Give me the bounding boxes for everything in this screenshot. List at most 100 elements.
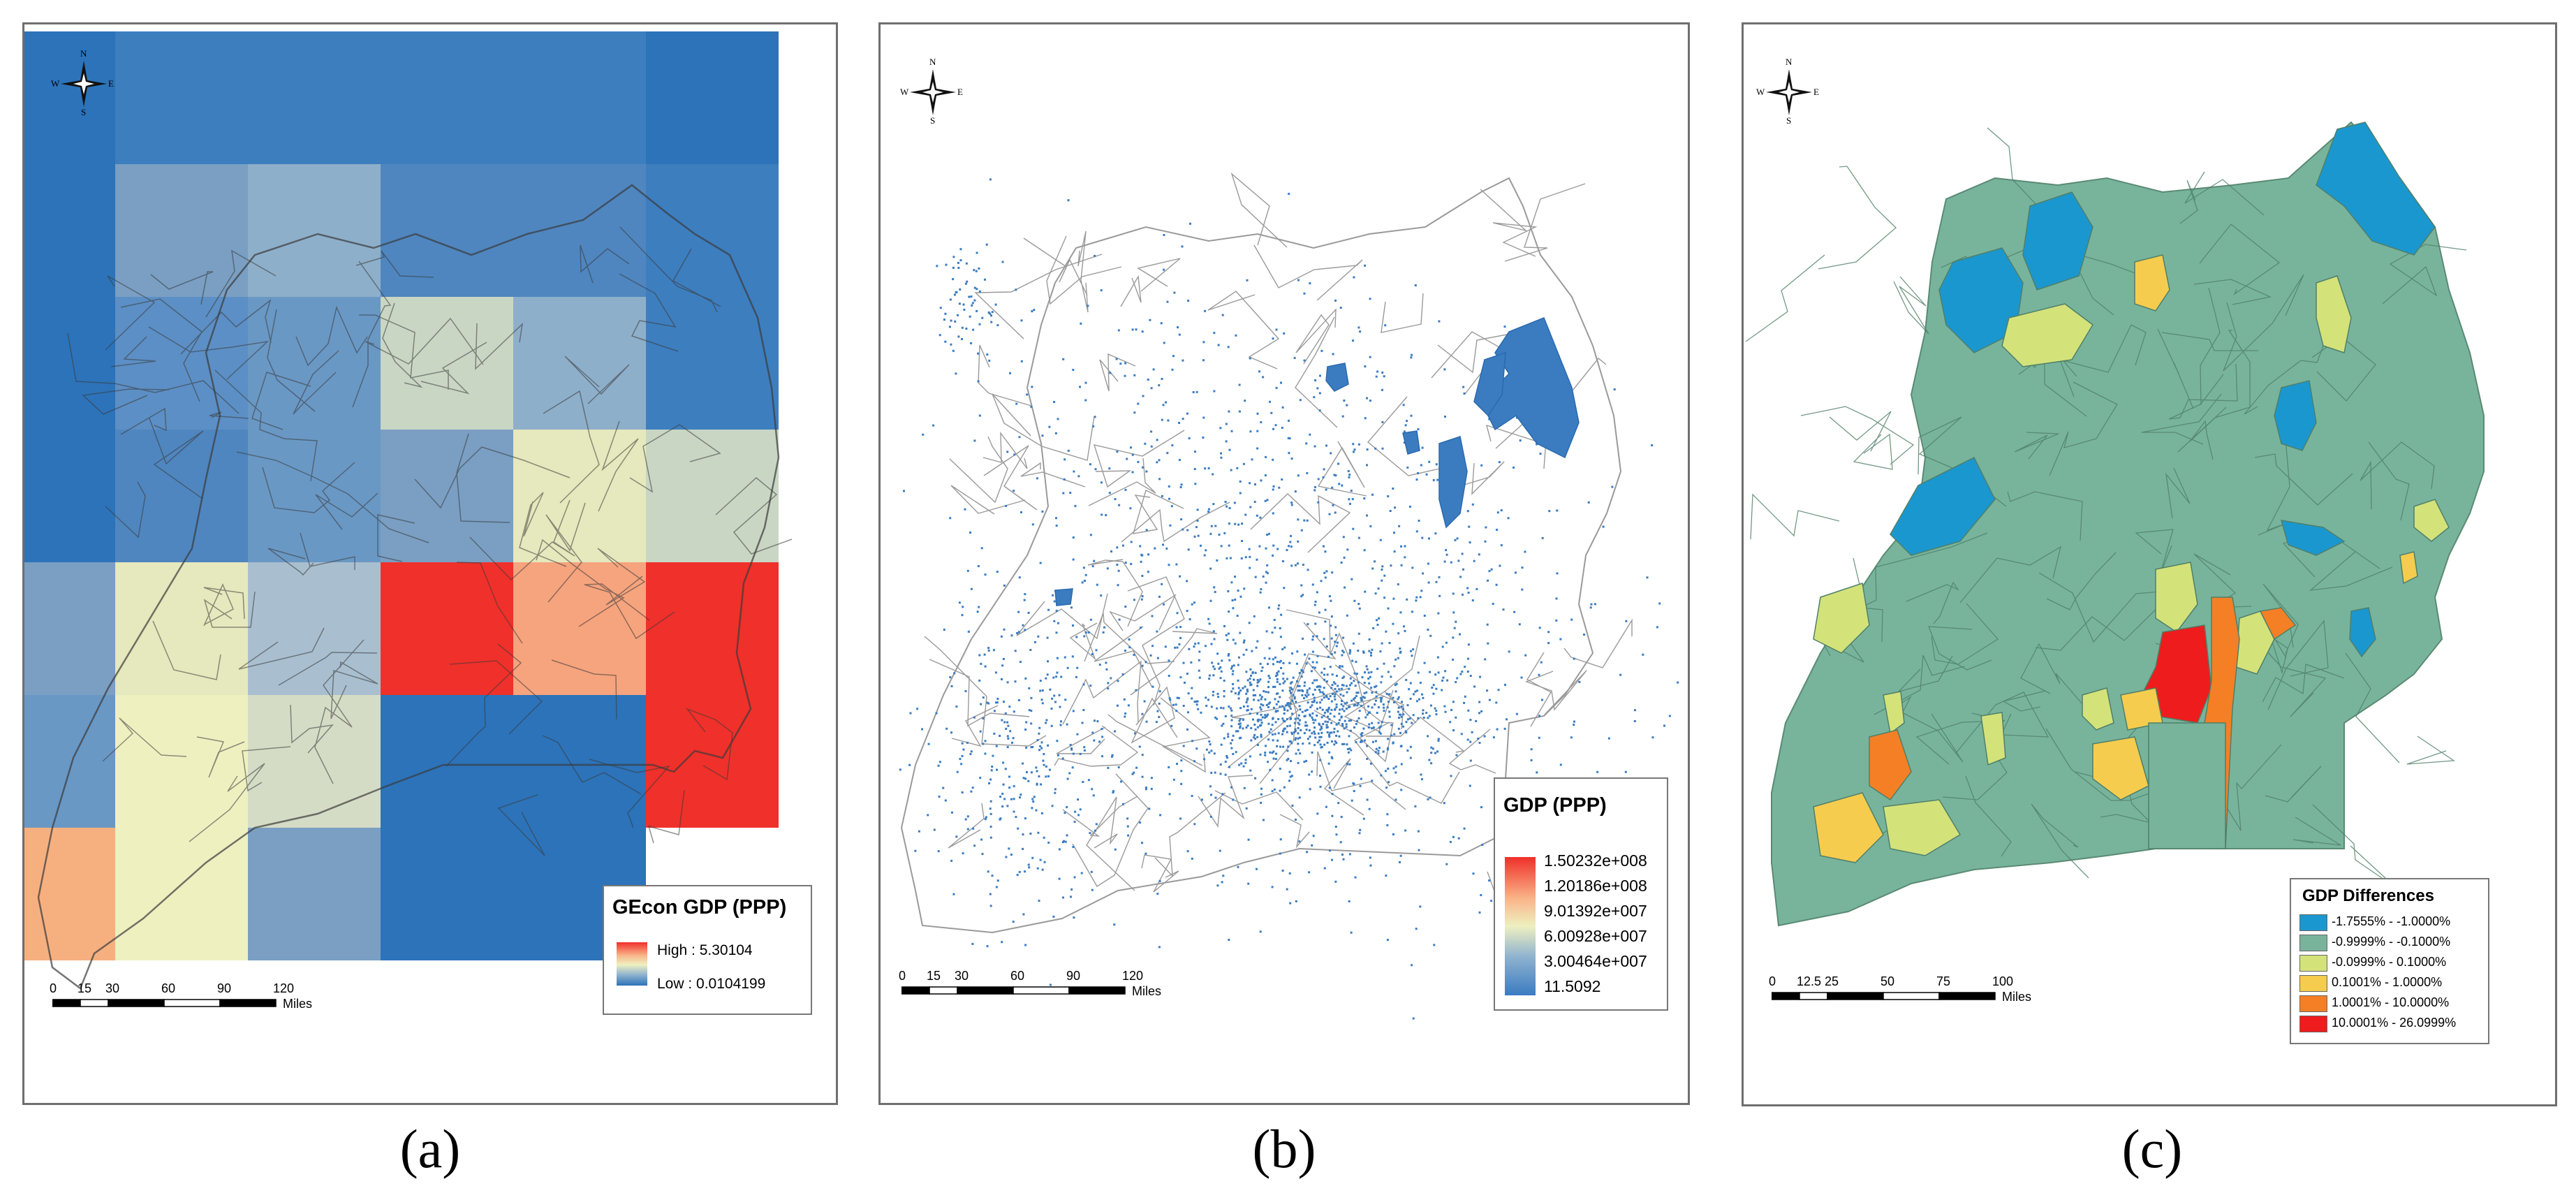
gdp-point <box>1015 288 1017 291</box>
gdp-point <box>1221 881 1223 884</box>
gdp-point <box>1018 576 1021 579</box>
gdp-point <box>1227 632 1230 635</box>
district-boundary <box>315 492 378 530</box>
gdp-point <box>1383 710 1385 712</box>
gdp-point <box>1169 698 1172 701</box>
gdp-point <box>1186 529 1189 532</box>
gdp-point <box>1172 355 1175 358</box>
gdp-point <box>1193 823 1196 826</box>
district-boundary <box>2038 572 2161 643</box>
gdp-point <box>1309 715 1311 717</box>
gdp-point <box>1121 673 1124 675</box>
gdp-point <box>1397 706 1400 709</box>
gdp-point <box>1260 793 1263 796</box>
gdp-point <box>1251 650 1253 652</box>
gdp-point <box>1344 719 1346 722</box>
gdp-point <box>952 266 955 269</box>
gdp-point <box>1140 560 1142 563</box>
gdp-point <box>943 629 945 631</box>
gdp-point <box>1228 610 1230 613</box>
gdp-point <box>1378 731 1381 733</box>
gdp-point <box>1397 727 1400 730</box>
district-boundary <box>551 659 617 720</box>
district-orange-e <box>2259 607 2297 641</box>
gdp-point <box>1015 402 1018 405</box>
gdp-point <box>1405 731 1408 734</box>
gdp-point <box>1340 687 1343 690</box>
gdp-point <box>1281 705 1284 708</box>
gdp-point <box>1060 720 1062 723</box>
gdp-point <box>1380 696 1382 699</box>
gdp-point <box>1353 696 1356 699</box>
gdp-point <box>1244 513 1247 516</box>
district-boundary <box>1231 687 1350 719</box>
gdp-point <box>1255 646 1258 649</box>
scale-tick-label: 120 <box>273 981 295 995</box>
gdp-point <box>1478 911 1481 914</box>
gdp-point <box>1334 299 1337 302</box>
gdp-point <box>1590 603 1593 606</box>
gdp-point <box>1311 732 1313 735</box>
gdp-point <box>1366 798 1369 801</box>
gdp-point <box>1036 782 1038 785</box>
gdp-point <box>1234 599 1237 601</box>
gdp-point <box>1341 415 1344 418</box>
gdp-point <box>1170 724 1173 727</box>
district-boundary <box>278 652 378 686</box>
gdp-point <box>1352 443 1355 446</box>
gdp-point <box>1428 537 1430 540</box>
gdp-point <box>1258 680 1260 682</box>
grid-cell <box>381 695 513 828</box>
gdp-point <box>1311 704 1313 707</box>
grid-cell <box>381 164 513 297</box>
gdp-point <box>1331 793 1334 796</box>
gdp-point <box>1084 573 1087 576</box>
gdp-point <box>1349 729 1352 732</box>
gdp-point <box>1384 324 1387 327</box>
gdp-point <box>1141 595 1144 598</box>
gdp-point <box>1430 704 1432 707</box>
gdp-point <box>1141 330 1144 333</box>
gdp-point <box>1246 688 1249 691</box>
gdp-point <box>1105 668 1108 671</box>
gdp-point <box>1045 775 1047 778</box>
gdp-point <box>1353 599 1356 602</box>
gdp-point <box>1242 462 1245 465</box>
gdp-point <box>1093 559 1096 562</box>
gdp-point <box>1265 704 1268 706</box>
gdp-point <box>1283 646 1286 649</box>
gdp-point <box>1452 729 1455 731</box>
gdp-point <box>1227 736 1230 738</box>
compass-label-n: N <box>1786 57 1793 67</box>
gdp-point <box>1239 689 1242 692</box>
gdp-point <box>1123 698 1126 701</box>
gdp-point <box>1368 682 1371 685</box>
district-boundary <box>1313 699 1394 763</box>
gdp-point <box>1329 712 1332 715</box>
district-boundary <box>2312 804 2396 888</box>
gdp-point <box>1228 653 1230 655</box>
gdp-point <box>1279 705 1281 708</box>
gdp-point <box>1105 661 1107 664</box>
gdp-point <box>1403 625 1405 628</box>
gdp-point <box>1400 705 1403 708</box>
gdp-point <box>1024 817 1026 820</box>
gdp-point <box>1480 464 1483 467</box>
gdp-point <box>1126 817 1129 820</box>
gdp-point <box>1388 715 1391 718</box>
gdp-point <box>1283 708 1286 711</box>
district-boundary <box>929 659 1030 727</box>
district-boundary <box>1253 244 1363 301</box>
gdp-point <box>982 717 985 720</box>
gdp-point <box>1036 867 1039 870</box>
gdp-point <box>1469 784 1471 787</box>
gdp-point <box>1001 261 1004 263</box>
gdp-point <box>1367 671 1370 674</box>
gdp-point <box>1253 733 1256 736</box>
gdp-point <box>1003 798 1006 800</box>
gdp-point <box>1455 754 1458 756</box>
gdp-point <box>1142 395 1145 397</box>
gdp-point <box>1303 519 1306 522</box>
gdp-point <box>1316 708 1318 710</box>
